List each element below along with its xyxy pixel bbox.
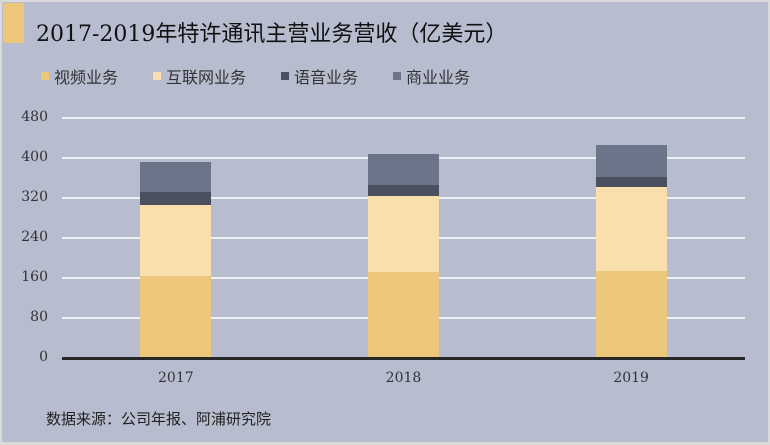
- y-tick-label: 320: [21, 189, 48, 205]
- legend-swatch-business: [393, 72, 401, 80]
- x-tick-label: 2017: [158, 370, 194, 386]
- legend-label: 互联网业务: [166, 68, 247, 87]
- legend-item-voice: 语音业务: [281, 64, 358, 88]
- bar-segment: [368, 196, 439, 272]
- y-tick-label: 240: [21, 229, 48, 245]
- gridline: [62, 117, 745, 119]
- x-tick-label: 2019: [613, 370, 649, 386]
- y-tick-label: 80: [30, 309, 48, 325]
- legend-swatch-voice: [281, 72, 289, 80]
- bar-segment: [140, 276, 212, 358]
- bar-segment: [140, 162, 212, 192]
- legend-item-internet: 互联网业务: [153, 64, 246, 88]
- bar-segment: [368, 185, 439, 196]
- legend-swatch-video: [41, 72, 49, 80]
- bar-segment: [368, 154, 439, 185]
- x-axis-line: [62, 357, 745, 360]
- bar-segment: [140, 192, 212, 205]
- bar-segment: [595, 187, 667, 271]
- legend-label: 语音业务: [294, 68, 359, 87]
- y-tick-label: 0: [39, 349, 48, 365]
- y-tick-label: 400: [21, 149, 48, 165]
- bar-segment: [595, 177, 667, 187]
- bar-segment: [140, 205, 212, 276]
- legend-swatch-internet: [153, 72, 161, 80]
- legend-label: 视频业务: [54, 68, 119, 87]
- y-tick-label: 480: [21, 109, 48, 125]
- bar-segment: [368, 272, 439, 358]
- title-accent-bar: [3, 3, 24, 43]
- legend-item-business: 商业业务: [393, 64, 470, 88]
- bar-segment: [595, 145, 667, 177]
- legend-label: 商业业务: [406, 68, 471, 87]
- y-tick-label: 160: [21, 269, 48, 285]
- bar-segment: [595, 271, 667, 358]
- x-tick-label: 2018: [385, 370, 422, 386]
- legend-item-video: 视频业务: [41, 64, 118, 88]
- source-note: 数据来源：公司年报、阿浦研究院: [46, 410, 272, 428]
- chart-title: 2017-2019年特许通讯主营业务营收（亿美元）: [36, 22, 508, 47]
- legend: 视频业务 互联网业务 语音业务 商业业务: [2, 64, 768, 88]
